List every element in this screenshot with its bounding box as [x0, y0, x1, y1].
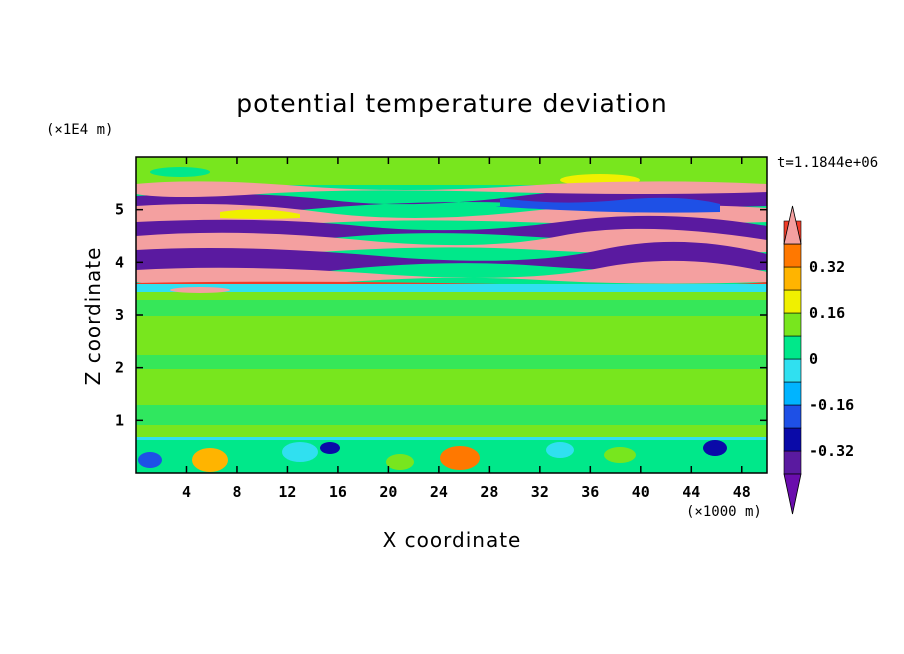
- band-thin: [136, 284, 767, 292]
- y-axis-unit: (×1E4 m): [46, 122, 113, 138]
- y-axis-ticks: 1 2 3 4 5: [115, 201, 767, 429]
- band-bottom-edge: [136, 437, 767, 440]
- chart-title: potential temperature deviation: [236, 89, 667, 118]
- turb-pink-1: [136, 181, 767, 197]
- y-tick-label: 3: [115, 306, 124, 324]
- colorbar-swatch: [783, 243, 802, 268]
- x-tick-label: 20: [379, 483, 397, 501]
- x-tick-label: 48: [733, 483, 751, 501]
- blob: [386, 454, 414, 470]
- colorbar-tick-label: -0.16: [809, 396, 854, 414]
- x-tick-label: 16: [329, 483, 347, 501]
- x-tick-label: 24: [430, 483, 448, 501]
- turb-blue: [496, 197, 720, 213]
- blob: [282, 442, 318, 462]
- colorbar-tick-label: 0: [809, 350, 818, 368]
- turb-pink-4: [136, 260, 767, 289]
- y-tick-label: 1: [115, 411, 124, 429]
- x-tick-label: 12: [278, 483, 296, 501]
- x-tick-label: 44: [682, 483, 700, 501]
- blob: [546, 442, 574, 458]
- x-tick-label: 32: [531, 483, 549, 501]
- blob: [138, 452, 162, 468]
- colorbar-swatch: [783, 266, 802, 291]
- blob: [440, 446, 480, 470]
- x-tick-label: 40: [632, 483, 650, 501]
- x-tick-label: 36: [581, 483, 599, 501]
- colorbar-swatch: [783, 450, 802, 475]
- colorbar-swatch: [783, 404, 802, 429]
- colorbar-tick-label: 0.32: [809, 258, 845, 276]
- colorbar: 0.32 0.16 0 -0.16 -0.32: [783, 205, 854, 515]
- colorbar-swatch: [783, 427, 802, 452]
- colorbar-extend-min: [783, 473, 802, 515]
- colorbar-swatch: [783, 358, 802, 383]
- time-label: t=1.1844e+06: [777, 155, 878, 171]
- colorbar-swatch: [783, 289, 802, 314]
- y-tick-label: 5: [115, 201, 124, 219]
- x-tick-label: 8: [232, 483, 241, 501]
- blob: [703, 440, 727, 456]
- x-tick-label: 28: [480, 483, 498, 501]
- x-axis-label: X coordinate: [383, 528, 522, 552]
- band-mid-stripe: [136, 300, 767, 316]
- y-tick-label: 2: [115, 359, 124, 377]
- x-axis-ticks: 4 8 12 16 20 24 28 32 36 40 44 48: [182, 157, 751, 501]
- band-mid-stripe: [136, 355, 767, 369]
- blob: [170, 287, 230, 293]
- colorbar-tick-label: 0.16: [809, 304, 845, 322]
- blob: [320, 442, 340, 454]
- band-top: [136, 157, 767, 185]
- turb-yellow: [220, 209, 300, 219]
- y-axis-label: Z coordinate: [81, 247, 105, 386]
- blob: [604, 447, 636, 463]
- blob: [192, 448, 228, 472]
- turb-purple-1: [136, 187, 767, 216]
- colorbar-tick-label: -0.32: [809, 442, 854, 460]
- colorbar-swatch: [783, 312, 802, 337]
- x-tick-label: 4: [182, 483, 191, 501]
- x-axis-unit: (×1000 m): [686, 504, 762, 520]
- colorbar-swatch: [783, 335, 802, 360]
- blob: [150, 167, 210, 177]
- contour-field: [136, 157, 767, 473]
- y-tick-label: 4: [115, 253, 124, 271]
- band-mid-stripe: [136, 405, 767, 425]
- colorbar-swatch: [783, 381, 802, 406]
- colorbar-extend-max: [783, 205, 802, 245]
